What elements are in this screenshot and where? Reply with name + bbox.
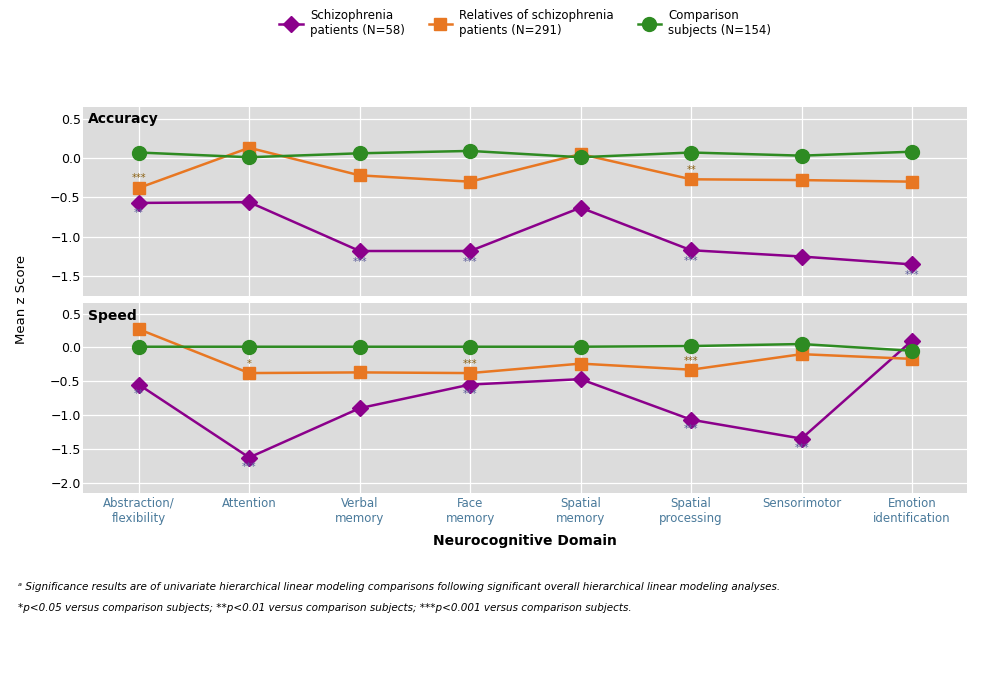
Text: Neurocognitive Domain: Neurocognitive Domain <box>433 534 618 548</box>
Text: ᵃ Significance results are of univariate hierarchical linear modeling comparison: ᵃ Significance results are of univariate… <box>18 582 780 593</box>
Text: **: ** <box>134 389 143 400</box>
Text: ***: *** <box>794 443 809 453</box>
Text: *p<0.05 versus comparison subjects; **p<0.01 versus comparison subjects; ***p<0.: *p<0.05 versus comparison subjects; **p<… <box>18 603 631 613</box>
Text: ***: *** <box>683 356 698 366</box>
Text: ***: *** <box>683 256 698 266</box>
Text: ***: *** <box>132 173 146 183</box>
Legend: Schizophrenia
patients (N=58), Relatives of schizophrenia
patients (N=291), Comp: Schizophrenia patients (N=58), Relatives… <box>280 10 771 37</box>
Text: ***: *** <box>242 462 256 472</box>
Text: **: ** <box>686 165 696 174</box>
Text: **: ** <box>134 209 143 218</box>
Text: ***: *** <box>794 340 809 350</box>
Text: Mean z Score: Mean z Score <box>15 255 28 344</box>
Text: ***: *** <box>463 256 477 267</box>
Text: *: * <box>246 359 251 369</box>
Text: Speed: Speed <box>88 309 136 323</box>
Text: ***: *** <box>463 359 477 369</box>
Text: ***: *** <box>683 424 698 434</box>
Text: ***: *** <box>353 256 367 267</box>
Text: ***: *** <box>904 270 919 280</box>
Text: Accuracy: Accuracy <box>88 112 159 127</box>
Text: ***: *** <box>463 389 477 400</box>
